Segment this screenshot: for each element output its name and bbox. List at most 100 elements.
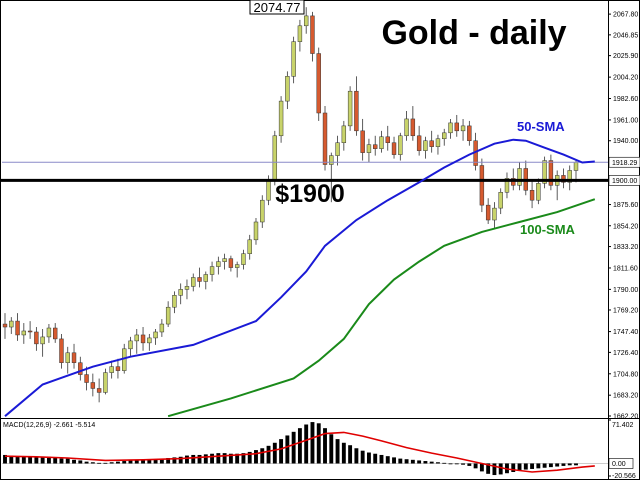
macd-histogram-bar [147,459,152,464]
macd-histogram-bar [304,424,309,464]
macd-histogram-bar [260,448,265,464]
macd-histogram-bar [323,428,327,464]
macd-panel: 71.402 0.00 -20.566 [2,419,636,480]
candle-up [172,295,177,308]
macd-histogram-bar [46,456,51,464]
current-price-box [608,156,640,168]
candle-up [366,144,372,153]
candle-down [410,118,416,137]
macd-histogram-bar [178,456,183,464]
macd-histogram-bar [272,442,277,464]
macd-histogram-bar [574,463,578,466]
candle-up [278,100,284,137]
candle-up [260,199,265,223]
candle-down [479,165,485,206]
macd-histogram-bar [511,463,516,473]
candle-up [65,352,70,363]
candle-up [159,323,165,333]
macd-histogram-bar [84,461,89,464]
macd-indicator-label: MACD(12,26,9) -2.661 -5.514 [3,422,95,429]
macd-histogram-bar [9,455,14,464]
macd-histogram-bar [235,453,240,464]
candle-up [448,122,453,134]
macd-histogram-bar [335,439,340,464]
sma50-label: 50-SMA [517,119,565,134]
candle-down [140,334,146,344]
candle-up [398,135,403,155]
macd-histogram-bar [410,459,415,464]
candles-layer [2,7,579,403]
macd-histogram-bar [360,450,365,464]
candle-down [416,135,422,151]
candle-down [78,362,83,375]
candle-down [322,112,328,165]
candle-up [147,337,152,344]
candle-down [96,388,102,393]
candle-up [178,289,183,296]
candle-up [329,155,334,165]
macd-histogram-bar [442,462,447,464]
macd-histogram-bar [517,463,522,471]
macd-histogram-bar [97,462,102,464]
macd-histogram-bar [486,463,491,474]
candle-down [228,258,234,268]
current-price-label: 1918.29 [612,160,637,167]
candle-up [184,286,190,290]
support-annotation: $1900 [275,180,345,208]
macd-histogram-bar [90,462,95,464]
support-price-box [608,175,640,186]
macd-histogram-bar [498,463,503,475]
macd-histogram-bar [341,442,346,464]
macd-histogram-bar [78,460,83,464]
high-price-label: 2074.77 [254,0,301,15]
macd-histogram-bar [392,457,396,464]
candle-down [360,130,365,153]
candle-down [115,366,121,371]
candle-down [71,352,77,363]
candle-up [498,192,503,209]
sma100-line [167,198,596,418]
macd-histogram-bar [555,463,560,467]
candle-up [165,306,171,325]
macd-histogram-bar [523,463,528,470]
candle-up [341,125,347,143]
macd-histogram-bar [15,456,20,464]
candle-down [316,53,321,114]
y-tick-label: 1940.00 [613,138,638,145]
support-price-label: 1900.00 [612,178,637,185]
macd-histogram-bar [310,422,315,464]
candle-up [134,334,139,342]
macd-histogram-bar [109,462,114,464]
candle-down [2,323,8,328]
candle-up [504,178,510,193]
macd-histogram-bar [21,456,26,464]
macd-histogram-bar [473,463,478,469]
macd-histogram-bar [379,454,384,464]
annotation-layer: Gold - daily $1900 50-SMA 100-SMA 2074.7… [3,0,576,429]
candle-up [297,25,303,42]
y-tick-label: 1811.60 [613,265,638,272]
y-tick-label: 2046.85 [613,32,638,39]
macd-histogram-bar [492,463,497,476]
candle-down [467,125,472,141]
candle-down [354,90,359,132]
macd-histogram-bar [404,459,409,464]
macd-histogram-bar [241,453,246,464]
macd-histogram-bar [542,463,547,468]
macd-histogram-bar [34,457,39,464]
macd-histogram-bar [210,453,215,464]
macd-tick-label: 0.00 [612,461,626,468]
macd-histogram-bar [348,445,353,464]
macd-zero-box [608,458,634,469]
chart-title: Gold - daily [381,14,566,52]
candle-up [573,162,579,171]
macd-signal-line [4,431,595,473]
macd-histogram-bar [297,428,302,464]
y-tick-label: 2025.90 [613,53,638,60]
candle-up [191,277,196,287]
candle-up [234,264,240,268]
candle-up [203,274,208,282]
macd-histogram-bar [153,459,158,464]
macd-histogram-bar [266,445,271,464]
y-tick-label: 1683.20 [613,393,638,400]
